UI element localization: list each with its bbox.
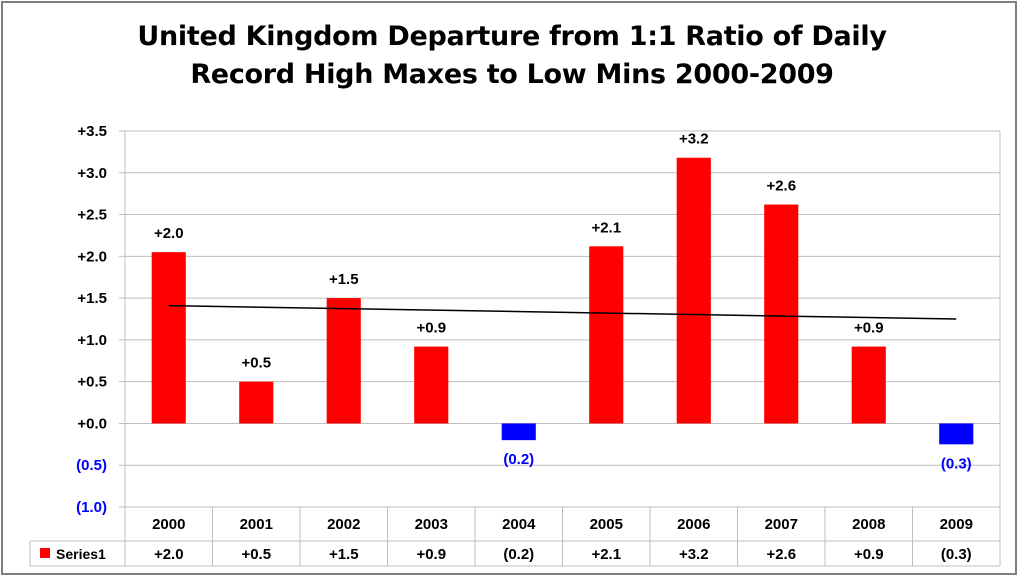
table-value: +3.2 — [679, 546, 709, 563]
y-tick-label: (1.0) — [76, 499, 107, 516]
y-tick-label: +3.5 — [77, 123, 107, 140]
bar — [589, 246, 624, 424]
trendline — [168, 304, 957, 320]
table-value: +0.5 — [241, 546, 271, 563]
y-tick-label: +1.0 — [77, 332, 107, 349]
y-tick-label: (0.5) — [76, 457, 107, 474]
data-label: +2.1 — [591, 219, 621, 236]
chart-title-line-2: Record High Maxes to Low Mins 2000-2009 — [190, 59, 834, 90]
bar — [151, 252, 186, 424]
data-label: +2.0 — [154, 225, 184, 242]
legend-label: Series1 — [56, 546, 106, 562]
table-value: +1.5 — [329, 546, 359, 563]
data-label: (0.2) — [503, 451, 534, 468]
data-table: 2000 +2.0 2001 +0.5 2002 +1.5 2003 +0.9 2004 (0.2… — [29, 507, 1000, 567]
bar — [851, 346, 886, 424]
data-labels: +2.0 +0.5 +1.5 +0.9 (0.2) +2.1 +3.2 +2.6 +0.9 (0.… — [154, 131, 972, 473]
category-label: 2002 — [327, 516, 360, 533]
category-label: 2004 — [502, 516, 536, 533]
category-label: 2006 — [677, 516, 710, 533]
chart-title: United Kingdom Departure from 1:1 Ratio … — [0, 18, 1024, 94]
data-label: +0.9 — [416, 320, 446, 337]
trend-line — [168, 304, 957, 320]
y-tick-label: +2.0 — [77, 248, 107, 265]
category-label: 2003 — [415, 516, 448, 533]
category-label: 2009 — [940, 516, 973, 533]
y-tick-label: +3.0 — [77, 165, 107, 182]
y-tick-label: +2.5 — [77, 207, 107, 224]
category-label: 2000 — [152, 516, 185, 533]
data-label: (0.3) — [941, 455, 972, 472]
bar — [239, 381, 274, 424]
bar — [676, 157, 711, 424]
legend-swatch — [40, 548, 50, 558]
y-tick-label: +1.5 — [77, 290, 107, 307]
bar — [501, 423, 536, 441]
category-label: 2007 — [765, 516, 798, 533]
data-label: +1.5 — [329, 271, 359, 288]
table-value: (0.2) — [503, 546, 534, 563]
category-label: 2005 — [590, 516, 623, 533]
category-label: 2008 — [852, 516, 885, 533]
table-value: +0.9 — [416, 546, 446, 563]
table-value: +2.0 — [154, 546, 184, 563]
y-tick-label: +0.5 — [77, 374, 107, 391]
table-value: (0.3) — [941, 546, 972, 563]
y-axis-tick-labels: (1.0) (0.5) +0.0 +0.5 +1.0 +1.5 +2.0 +2.5 +3.0 +3… — [76, 123, 107, 516]
data-label: +2.6 — [766, 178, 796, 195]
bar — [326, 298, 361, 424]
table-value: +0.9 — [854, 546, 884, 563]
bar — [764, 204, 799, 424]
data-label: +0.9 — [854, 320, 884, 337]
y-tick-label: +0.0 — [77, 415, 107, 432]
bar — [414, 346, 449, 424]
table-value: +2.1 — [591, 546, 621, 563]
category-label: 2001 — [240, 516, 273, 533]
data-label: +3.2 — [679, 131, 709, 148]
bar — [939, 423, 974, 445]
table-value: +2.6 — [766, 546, 796, 563]
data-label: +0.5 — [241, 355, 271, 372]
chart-title-line-1: United Kingdom Departure from 1:1 Ratio … — [137, 21, 887, 52]
bars — [151, 157, 974, 445]
